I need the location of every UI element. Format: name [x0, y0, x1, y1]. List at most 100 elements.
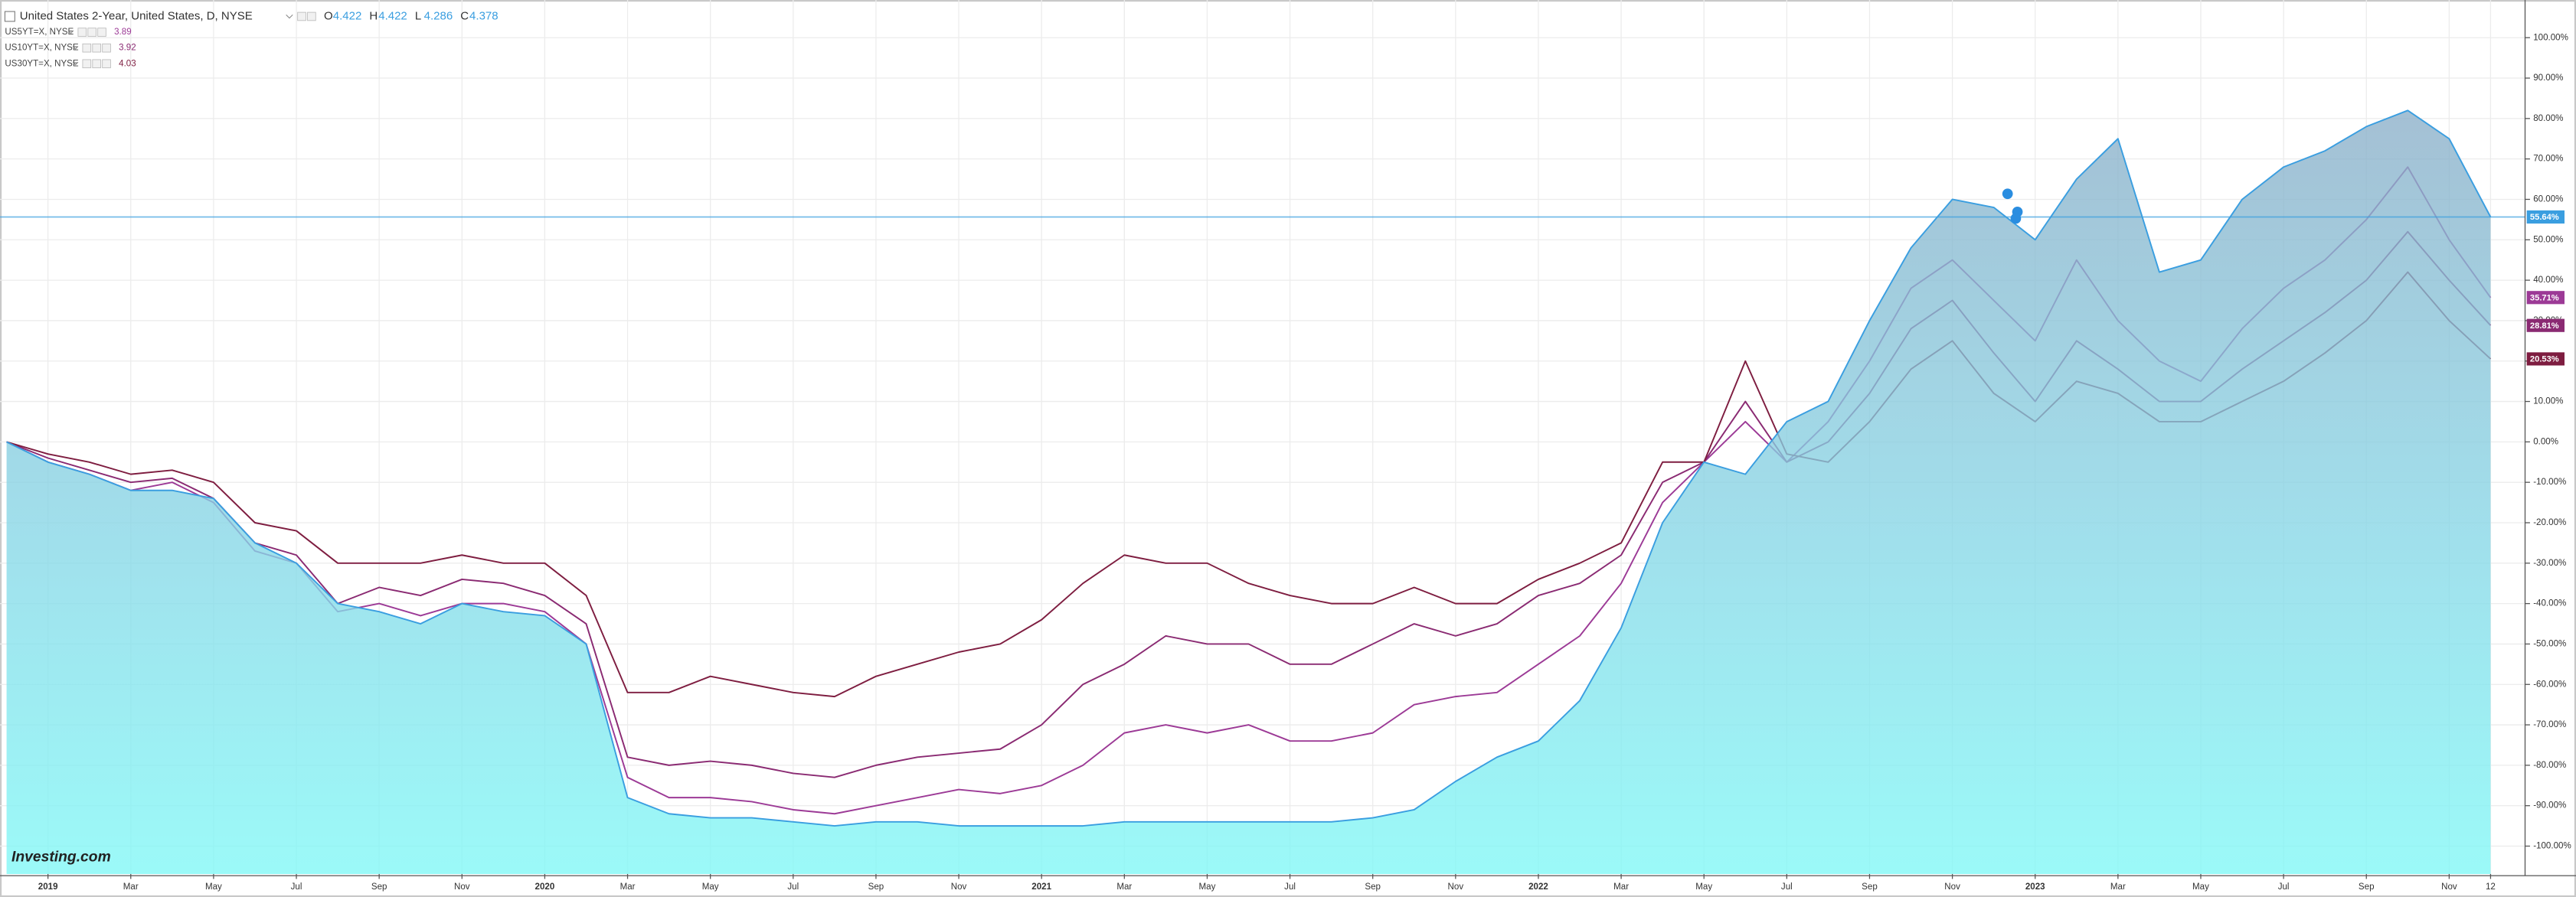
value-label: 20.53%: [2530, 355, 2559, 364]
y-tick-label: 80.00%: [2533, 114, 2563, 123]
x-tick-label: Sep: [2359, 882, 2375, 892]
legend-button[interactable]: [92, 43, 101, 53]
y-tick-label: 70.00%: [2533, 155, 2563, 164]
legend-button[interactable]: [82, 43, 92, 53]
y-tick-label: -90.00%: [2533, 801, 2566, 811]
x-tick-label: 12: [2486, 882, 2496, 892]
quote-value: 4.286: [424, 9, 453, 22]
value-label-box: [2526, 318, 2565, 332]
legend-button[interactable]: [307, 11, 316, 21]
collapse-button[interactable]: [4, 11, 15, 22]
legend-button[interactable]: [102, 59, 111, 69]
area: [6, 110, 2491, 874]
y-tick-label: -10.00%: [2533, 478, 2566, 487]
event-marker[interactable]: [2010, 213, 2022, 224]
x-tick-label: Sep: [1365, 882, 1381, 892]
x-tick-label: 2019: [38, 882, 58, 892]
event-markers: [2002, 188, 2023, 224]
y-tick-label: -50.00%: [2533, 639, 2566, 648]
x-tick-label: Mar: [1613, 882, 1629, 892]
value-label-box: [2526, 352, 2565, 366]
y-tick-label: 100.00%: [2533, 33, 2568, 42]
y-tick-label: 50.00%: [2533, 235, 2563, 244]
legend-label: United States 2-Year, United States, D, …: [20, 9, 253, 22]
x-tick-label: May: [205, 882, 222, 892]
legend-button[interactable]: [87, 28, 96, 37]
value-label: 35.71%: [2530, 293, 2559, 302]
quote-value: 4.422: [378, 9, 407, 22]
y-tick-label: -70.00%: [2533, 720, 2566, 729]
legend-label: US10YT=X, NYSE: [5, 44, 78, 53]
x-tick-label: Jul: [1781, 882, 1793, 892]
dropdown[interactable]: [72, 46, 79, 50]
legend-button[interactable]: [77, 28, 87, 37]
x-tick-label: Mar: [620, 882, 636, 892]
y-tick-label: -80.00%: [2533, 761, 2566, 770]
x-tick-label: Sep: [371, 882, 387, 892]
x-tick-label: Jul: [291, 882, 302, 892]
legend-value: 3.92: [119, 44, 136, 53]
x-tick-label: 2023: [2025, 882, 2045, 892]
x-tick-label: 2021: [1031, 882, 1051, 892]
x-tick-label: Sep: [868, 882, 884, 892]
quote-key: C: [460, 9, 469, 22]
legend-button[interactable]: [82, 59, 92, 69]
y-tick-label: 90.00%: [2533, 73, 2563, 83]
x-tick-label: Mar: [123, 882, 139, 892]
x-tick-label: Nov: [1448, 882, 1464, 892]
x-tick-label: May: [2192, 882, 2209, 892]
quote-key: L: [415, 9, 421, 22]
y-tick-label: -100.00%: [2533, 842, 2571, 851]
x-tick-label: Sep: [1862, 882, 1878, 892]
x-tick-label: Mar: [1116, 882, 1132, 892]
legend-label: US5YT=X, NYSE: [5, 28, 74, 37]
x-tick-label: Nov: [1944, 882, 1960, 892]
legend-value: 4.03: [119, 59, 136, 68]
dropdown[interactable]: [67, 30, 74, 34]
y-tick-label: 0.00%: [2533, 437, 2558, 446]
value-label-box: [2526, 210, 2565, 224]
axes: -100.00% -90.00% -80.00% -70.00% -60.00% -50.…: [38, 33, 2571, 892]
y-tick-label: -20.00%: [2533, 518, 2566, 527]
dropdown[interactable]: [72, 61, 79, 66]
y-tick-label: -60.00%: [2533, 680, 2566, 689]
watermark: Investing.com: [11, 850, 111, 866]
y-tick-label: 40.00%: [2533, 276, 2563, 285]
x-tick-label: May: [1199, 882, 1216, 892]
x-tick-label: 2020: [535, 882, 555, 892]
series-line: [6, 109, 2492, 827]
value-label: 55.64%: [2530, 213, 2559, 222]
y-tick-label: -30.00%: [2533, 559, 2566, 568]
quote-key: O: [324, 9, 333, 22]
y-tick-label: 60.00%: [2533, 195, 2563, 204]
legend-button[interactable]: [102, 43, 111, 53]
value-label: 28.81%: [2530, 321, 2559, 331]
legend-button[interactable]: [97, 28, 106, 37]
x-tick-label: Nov: [454, 882, 470, 892]
dropdown[interactable]: [286, 14, 293, 19]
value-label-box: [2526, 291, 2565, 305]
legend-button[interactable]: [92, 59, 101, 69]
x-tick-label: Jul: [1284, 882, 1296, 892]
legend-label: US30YT=X, NYSE: [5, 59, 78, 68]
x-tick-label: May: [702, 882, 719, 892]
legend-value: 3.89: [114, 28, 132, 37]
y-tick-label: 10.00%: [2533, 397, 2563, 406]
legend: United States 2-Year, United States, D, …: [4, 9, 499, 69]
x-tick-label: Jul: [2278, 882, 2290, 892]
event-marker[interactable]: [2002, 188, 2013, 200]
x-tick-label: Nov: [2441, 882, 2457, 892]
y-tick-label: -40.00%: [2533, 599, 2566, 608]
quote-value: 4.422: [333, 9, 362, 22]
x-tick-label: 2022: [1528, 882, 1548, 892]
quote-value: 4.378: [469, 9, 499, 22]
x-tick-label: Jul: [787, 882, 799, 892]
x-tick-label: Mar: [2110, 882, 2126, 892]
quote-key: H: [369, 9, 378, 22]
plot-area: [0, 109, 2525, 874]
legend-button[interactable]: [297, 11, 306, 21]
x-tick-label: Nov: [951, 882, 967, 892]
